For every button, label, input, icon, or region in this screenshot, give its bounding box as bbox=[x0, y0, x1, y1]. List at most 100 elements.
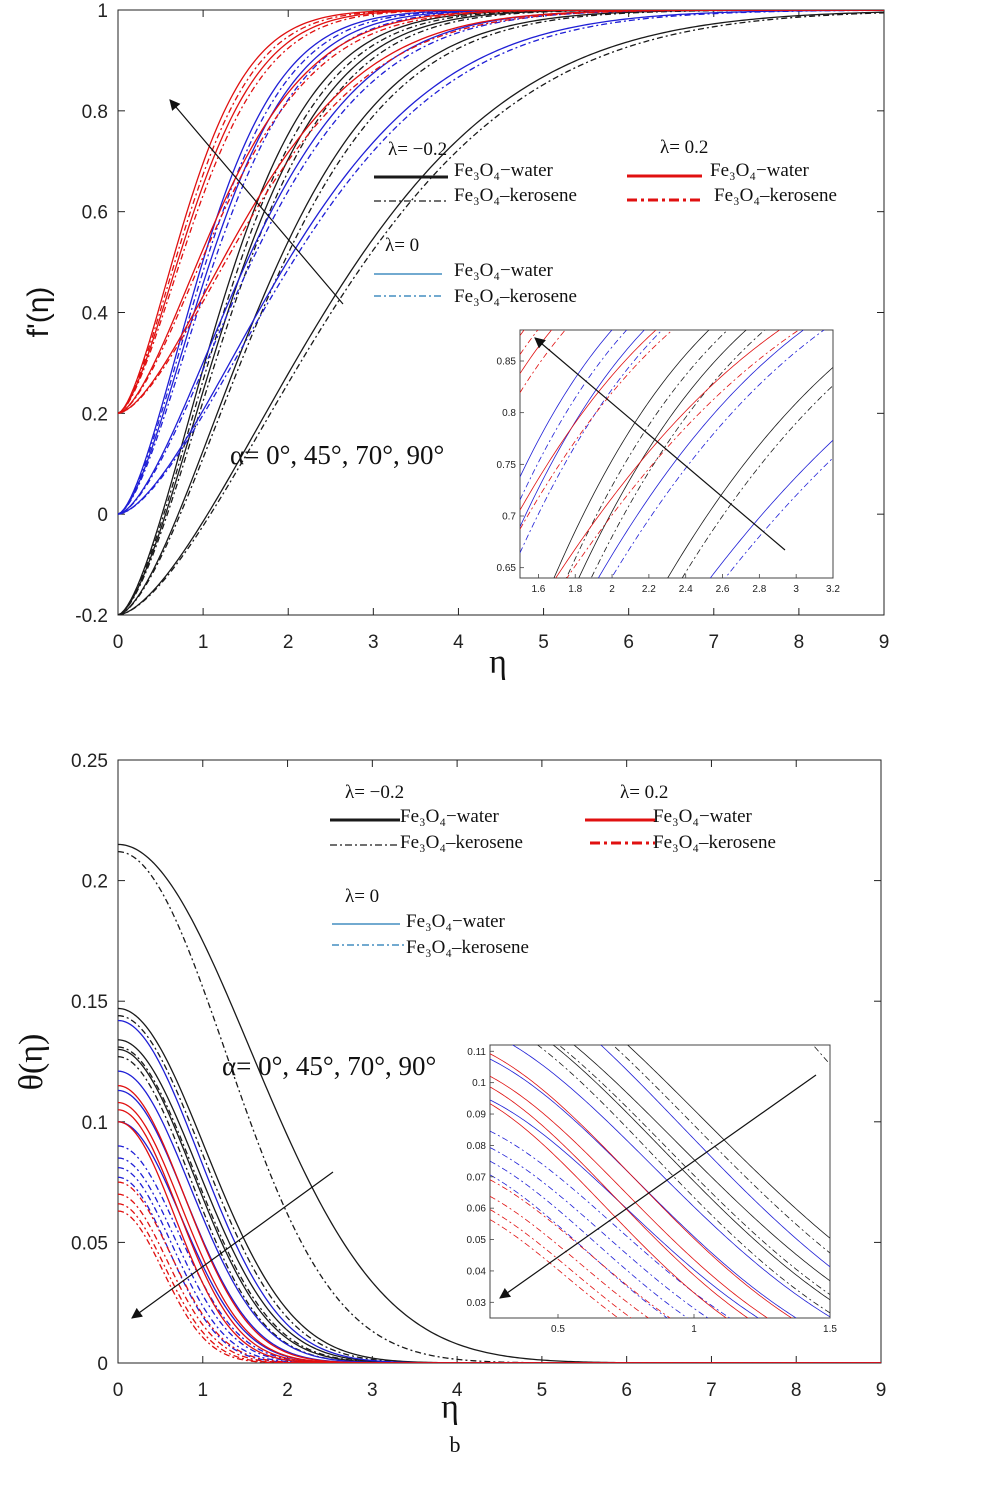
series-line bbox=[490, 1099, 760, 1318]
legend-title-lambda-pos: λ= 0.2 bbox=[660, 137, 708, 158]
series-line bbox=[118, 1109, 881, 1363]
inset-plot: 0.5 1 1.5 0.03 0.04 0.05 0.06 0.07 0.08 0.09 0.1 0.… bbox=[467, 1044, 838, 1335]
inset-trend-arrow bbox=[534, 337, 786, 551]
inset-x-tick-label: 2.8 bbox=[752, 584, 766, 595]
inset-y-tick-label: 0.11 bbox=[467, 1047, 486, 1058]
curve-group bbox=[118, 843, 881, 1363]
series-line bbox=[118, 1070, 881, 1363]
series-line bbox=[118, 1121, 881, 1363]
series-line bbox=[118, 10, 884, 615]
x-tick-labels: 0 1 2 3 4 5 6 7 8 9 bbox=[113, 1380, 887, 1401]
inset-y-tick-label: 0.05 bbox=[467, 1235, 487, 1246]
series-line bbox=[590, 330, 766, 578]
inset-y-tick-label: 0.75 bbox=[497, 460, 517, 471]
series-line bbox=[667, 367, 833, 578]
series-line bbox=[118, 1166, 881, 1363]
alpha-annotation: α= 0°, 45°, 70°, 90° bbox=[230, 440, 444, 470]
series-line bbox=[118, 10, 884, 615]
y-tick-label: 0 bbox=[97, 1354, 108, 1375]
legend-entry-label: Fe₃O₄−water bbox=[710, 160, 810, 181]
inset-x-tick-label: 1 bbox=[691, 1324, 697, 1335]
y-axis-label: θ(η) bbox=[13, 1034, 50, 1091]
series-line bbox=[118, 1101, 881, 1363]
legend: λ= −0.2 Fe₃O₄−water Fe₃O₄–kerosene λ= 0.… bbox=[374, 137, 837, 307]
series-line bbox=[610, 330, 825, 578]
x-tick-label: 9 bbox=[876, 1380, 887, 1401]
series-line bbox=[555, 330, 781, 578]
legend-title-lambda-zero: λ= 0 bbox=[345, 886, 379, 907]
series-line bbox=[118, 10, 884, 515]
legend-entry-label: Fe₃O₄−water bbox=[400, 806, 500, 827]
inset-curve-group bbox=[490, 1045, 830, 1318]
series-line bbox=[118, 1089, 881, 1363]
legend-entry-label: Fe₃O₄–kerosene bbox=[406, 937, 529, 958]
legend-entry-label: Fe₃O₄−water bbox=[454, 160, 554, 181]
y-tick-label: 0.4 bbox=[82, 304, 109, 325]
inset-y-tick-label: 0.7 bbox=[502, 512, 516, 523]
series-line bbox=[627, 1045, 830, 1239]
series-line bbox=[553, 330, 710, 578]
x-tick-label: 2 bbox=[282, 1380, 293, 1401]
series-line bbox=[490, 1086, 749, 1318]
y-tick-label: 0.25 bbox=[71, 751, 108, 772]
y-axis-label: f'(η) bbox=[22, 287, 55, 338]
y-tick-label: 0.6 bbox=[82, 203, 108, 224]
inset-y-tick-label: 0.04 bbox=[467, 1266, 487, 1277]
inset-y-tick-label: 0.85 bbox=[497, 357, 517, 368]
series-line bbox=[573, 1045, 830, 1282]
inset-y-tick-label: 0.08 bbox=[467, 1141, 487, 1152]
inset-x-tick-label: 3.2 bbox=[826, 584, 840, 595]
legend-title-lambda-neg: λ= −0.2 bbox=[388, 139, 447, 160]
x-tick-label: 1 bbox=[198, 632, 209, 653]
series-line bbox=[118, 10, 884, 414]
legend-entry-label: Fe₃O₄−water bbox=[406, 911, 506, 932]
series-line bbox=[118, 10, 884, 414]
x-tick-label: 6 bbox=[621, 1380, 632, 1401]
series-line bbox=[597, 330, 805, 578]
series-line bbox=[520, 330, 674, 530]
series-line bbox=[118, 10, 884, 515]
y-tick-label: 0 bbox=[97, 505, 108, 526]
legend-entry-label: Fe₃O₄–kerosene bbox=[400, 832, 523, 853]
inset-x-tick-label: 0.5 bbox=[551, 1324, 565, 1335]
inset-frame bbox=[489, 1044, 831, 1319]
inset-y-tick-label: 0.65 bbox=[497, 563, 517, 574]
series-line bbox=[490, 1179, 671, 1318]
y-tick-label: 0.2 bbox=[82, 404, 108, 425]
x-tick-label: 5 bbox=[538, 632, 549, 653]
x-tick-label: 2 bbox=[283, 632, 294, 653]
inset-x-tick-label: 1.5 bbox=[823, 1324, 837, 1335]
series-line bbox=[118, 1181, 881, 1363]
inset-ticks: 1.6 1.8 2 2.2 2.4 2.6 2.8 3 3.2 0.65 0.7 0.75 0.8 0.8… bbox=[497, 357, 841, 596]
series-line bbox=[681, 385, 833, 578]
inset-ticks: 0.5 1 1.5 0.03 0.04 0.05 0.06 0.07 0.08 0.09 0.1 0.… bbox=[467, 1047, 838, 1335]
series-line bbox=[118, 1176, 881, 1363]
x-axis-label: η bbox=[441, 1389, 459, 1426]
x-tick-label: 0 bbox=[113, 632, 124, 653]
series-line bbox=[511, 1045, 830, 1318]
curve-group bbox=[118, 10, 884, 615]
legend-entry-label: Fe₃O₄–kerosene bbox=[653, 832, 776, 853]
x-axis-label: η bbox=[489, 644, 507, 681]
series-line bbox=[709, 439, 833, 578]
series-line bbox=[118, 12, 884, 615]
series-line bbox=[537, 1045, 830, 1314]
inset-y-tick-label: 0.07 bbox=[467, 1172, 487, 1183]
x-tick-label: 6 bbox=[623, 632, 634, 653]
series-line bbox=[118, 11, 884, 615]
series-line bbox=[118, 10, 884, 414]
series-line bbox=[558, 1045, 830, 1295]
inset-x-tick-label: 3 bbox=[793, 584, 799, 595]
legend-entry-label: Fe₃O₄−water bbox=[454, 260, 554, 281]
alpha-annotation: α= 0°, 45°, 70°, 90° bbox=[222, 1051, 436, 1081]
y-tick-label: 0.2 bbox=[82, 872, 108, 893]
series-line bbox=[565, 330, 729, 578]
x-tick-label: 4 bbox=[453, 632, 464, 653]
legend-entry-label: Fe₃O₄−water bbox=[653, 806, 753, 827]
inset-frame bbox=[519, 329, 834, 579]
inset-y-tick-label: 0.09 bbox=[467, 1110, 487, 1121]
y-tick-label: 0.8 bbox=[82, 102, 108, 123]
